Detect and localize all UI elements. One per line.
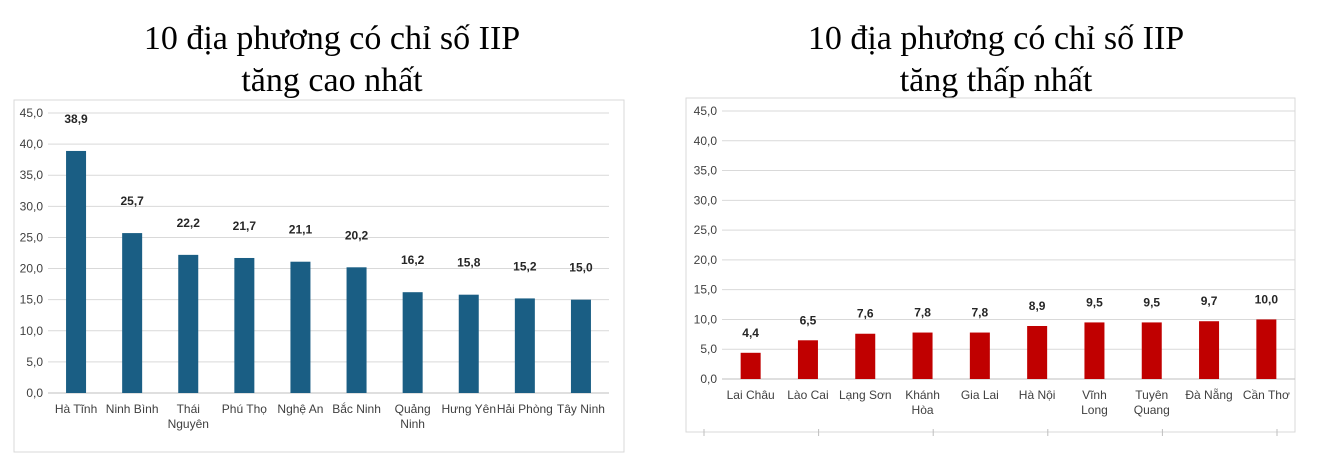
data-label-right: 7,8: [914, 306, 931, 320]
bar-left: [402, 292, 423, 393]
y-tick-label-right: 5,0: [700, 342, 717, 356]
y-tick-label-right: 45,0: [694, 104, 718, 118]
category-label-left: Nghệ An: [277, 402, 323, 416]
y-tick-label-right: 25,0: [694, 223, 718, 237]
category-label-right: Lạng Sơn: [839, 388, 892, 402]
chart-title-left-line1: 10 địa phương có chỉ số IIP: [143, 20, 521, 57]
data-label-right: 8,9: [1029, 299, 1046, 313]
bar-left: [122, 233, 143, 393]
y-tick-label-right: 15,0: [694, 283, 718, 297]
category-label-right: Đà Nẵng: [1185, 387, 1232, 402]
category-label-left: Nguyên: [168, 417, 209, 431]
bar-right: [1084, 322, 1105, 379]
category-label-right: Khánh: [905, 388, 940, 402]
y-tick-label-left: 30,0: [20, 199, 44, 213]
data-label-right: 7,6: [857, 307, 874, 321]
bar-right: [1027, 325, 1048, 379]
data-label-left: 25,7: [120, 194, 144, 208]
bar-left: [290, 261, 311, 393]
y-tick-label-left: 10,0: [20, 324, 44, 338]
y-tick-label-left: 40,0: [20, 137, 44, 151]
data-label-right: 10,0: [1255, 292, 1279, 306]
bar-right: [1141, 322, 1162, 379]
category-label-left: Bắc Ninh: [332, 401, 381, 416]
data-label-left: 38,9: [64, 112, 88, 126]
category-label-left: Hải Phòng: [497, 402, 553, 416]
chart-area-right: [685, 97, 1296, 433]
data-label-left: 15,8: [457, 256, 481, 270]
y-tick-label-left: 0,0: [26, 386, 43, 400]
category-label-right: Quang: [1134, 403, 1170, 417]
data-label-left: 16,2: [401, 253, 425, 267]
category-label-left: Quảng: [395, 402, 431, 416]
data-label-right: 9,7: [1201, 294, 1218, 308]
y-tick-label-left: 25,0: [20, 230, 44, 244]
y-tick-label-right: 30,0: [694, 193, 718, 207]
category-label-right: Hòa: [912, 403, 934, 417]
category-label-left: Hà Tĩnh: [55, 402, 97, 416]
category-label-right: Lai Châu: [727, 388, 775, 402]
category-label-right: Lào Cai: [787, 388, 828, 402]
bar-left: [234, 257, 255, 393]
category-label-right: Long: [1081, 403, 1108, 417]
data-label-left: 15,0: [569, 261, 593, 275]
category-label-right: Tuyên: [1135, 388, 1168, 402]
y-tick-label-right: 10,0: [694, 312, 718, 326]
data-label-left: 21,7: [233, 219, 257, 233]
bar-left: [458, 294, 479, 393]
category-label-right: Cần Thơ: [1243, 388, 1290, 402]
y-tick-label-left: 5,0: [26, 355, 43, 369]
bar-right: [1199, 321, 1220, 379]
bar-left: [66, 150, 87, 393]
category-label-right: Hà Nội: [1019, 388, 1056, 402]
data-label-left: 21,1: [289, 223, 313, 237]
y-tick-label-left: 20,0: [20, 262, 44, 276]
chart-title-right-line1: 10 địa phương có chỉ số IIP: [807, 20, 1185, 57]
category-label-right: Gia Lai: [961, 388, 999, 402]
data-label-left: 15,2: [513, 259, 537, 273]
y-tick-label-left: 45,0: [20, 106, 44, 120]
category-label-left: Hưng Yên: [441, 402, 496, 416]
category-label-left: Phú Thọ: [222, 402, 267, 416]
category-label-right: Vĩnh: [1082, 388, 1107, 402]
y-tick-label-left: 15,0: [20, 293, 44, 307]
chart-title-right-line2: tăng thấp nhất: [899, 62, 1093, 99]
y-tick-label-right: 35,0: [694, 164, 718, 178]
bar-right: [740, 352, 761, 379]
bar-right: [1256, 319, 1277, 379]
data-label-left: 22,2: [177, 216, 201, 230]
y-tick-label-right: 20,0: [694, 253, 718, 267]
category-label-left: Ninh Bình: [106, 402, 159, 416]
category-label-left: Tây Ninh: [557, 402, 605, 416]
data-label-right: 7,8: [972, 306, 989, 320]
data-label-left: 20,2: [345, 228, 369, 242]
category-label-left: Ninh: [400, 417, 425, 431]
data-label-right: 9,5: [1143, 295, 1160, 309]
bar-left: [178, 254, 199, 393]
chart-title-left: 10 địa phương có chỉ số IIP tăng cao nhấ…: [20, 18, 644, 102]
category-label-left: Thái: [177, 402, 200, 416]
y-tick-label-left: 35,0: [20, 168, 44, 182]
data-label-right: 6,5: [800, 313, 817, 327]
bar-right: [855, 333, 876, 379]
bar-right: [797, 340, 818, 379]
data-label-right: 4,4: [742, 326, 759, 340]
y-tick-label-right: 40,0: [694, 134, 718, 148]
bar-left: [514, 298, 535, 393]
bar-left: [570, 299, 591, 393]
chart-title-right: 10 địa phương có chỉ số IIP tăng thấp nh…: [676, 18, 1316, 102]
data-label-right: 9,5: [1086, 295, 1103, 309]
y-tick-label-right: 0,0: [700, 372, 717, 386]
chart-title-left-line2: tăng cao nhất: [241, 62, 423, 99]
bar-right: [969, 332, 990, 379]
bar-right: [912, 332, 933, 379]
bar-left: [346, 267, 367, 393]
chart-area-left: [13, 99, 625, 453]
